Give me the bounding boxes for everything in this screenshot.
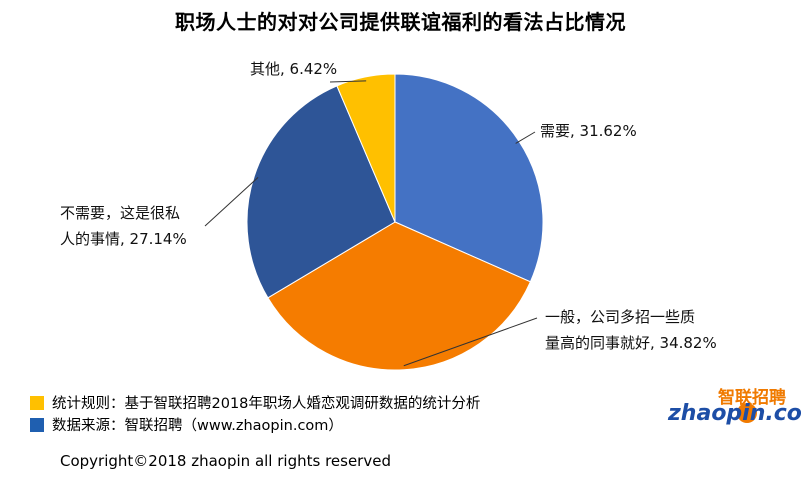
logo-dot-icon: [737, 403, 757, 423]
zhaopin-logo: 智联招聘 zhaopin.com: [640, 383, 801, 429]
slice-label-2-line-0: 不需要，这是很私: [60, 204, 180, 222]
footer-rule: 统计规则：基于智联招聘2018年职场人婚恋观调研数据的统计分析: [30, 392, 480, 413]
pie-slice-2: [246, 85, 396, 299]
slice-label-0-line-0: 需要, 31.62%: [540, 122, 637, 140]
slice-label-1-line-1: 量高的同事就好, 34.82%: [545, 334, 717, 352]
chart-title: 职场人士的对对公司提供联谊福利的看法占比情况: [175, 10, 626, 34]
slice-label-2-line-1: 人的事情, 27.14%: [60, 230, 187, 248]
slice-label-1-line-0: 一般，公司多招一些质: [545, 308, 695, 326]
footer-rule-text: 统计规则：基于智联招聘2018年职场人婚恋观调研数据的统计分析: [52, 396, 481, 412]
leader-line-3: [329, 80, 367, 83]
pie-slice-3: [336, 73, 396, 223]
logo-en-text: zhaopin.com: [668, 401, 801, 426]
slice-label-3-line-0: 其他, 6.42%: [250, 60, 337, 78]
rule-legend-square: [30, 396, 44, 410]
logo-zh-text: 智联招聘: [718, 388, 786, 408]
footer-source: 数据来源：智联招聘（www.zhaopin.com）: [30, 414, 343, 435]
source-legend-square: [30, 418, 44, 432]
footer-source-text: 数据来源：智联招聘（www.zhaopin.com）: [52, 418, 343, 434]
leader-line-0: [515, 131, 536, 144]
leader-line-1: [403, 317, 538, 367]
leader-line-2: [204, 177, 259, 227]
copyright: Copyright©2018 zhaopin all rights reserv…: [60, 452, 391, 470]
